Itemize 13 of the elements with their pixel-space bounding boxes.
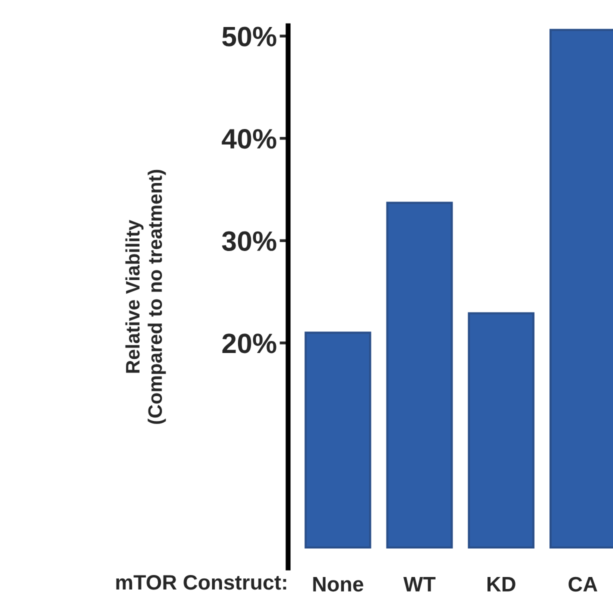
y-tick-label: 50%	[222, 26, 276, 46]
y-tick-label: 20%	[222, 334, 276, 354]
bar	[304, 332, 372, 549]
bar	[468, 312, 534, 549]
bar	[386, 202, 453, 549]
x-tick-label: KD	[488, 577, 516, 592]
x-tick-label: None	[313, 577, 364, 592]
y-tick-label: 30%	[222, 231, 276, 252]
x-tick-label: CA	[568, 576, 598, 592]
y-tick-label: 40%	[222, 129, 276, 149]
x-tick-label: WT	[403, 577, 436, 592]
y-axis-title: Relative Viability (Compared to no treatment)	[125, 170, 166, 424]
x-axis-title: mTOR Construct:	[116, 575, 286, 590]
